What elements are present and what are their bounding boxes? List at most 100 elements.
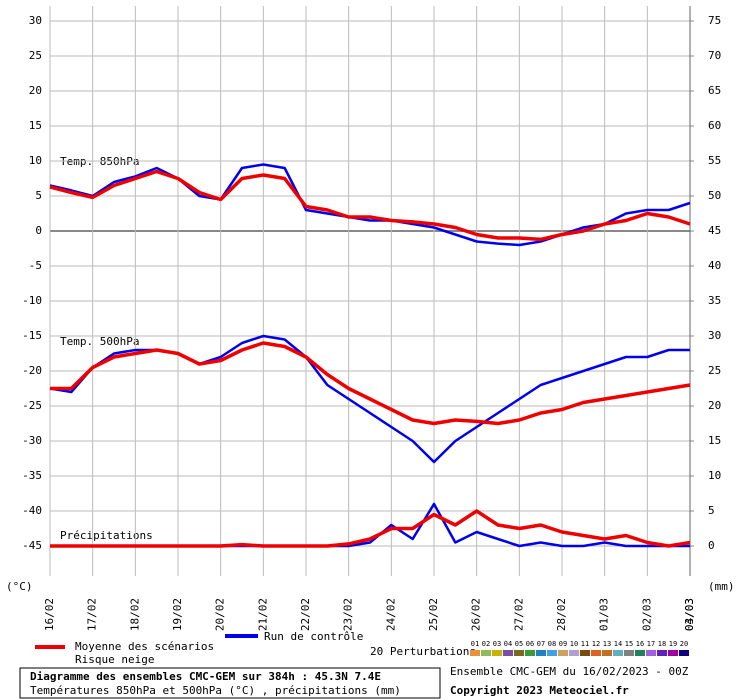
y-tick-label: -15 xyxy=(22,329,42,342)
y2-tick-label: 55 xyxy=(708,154,721,167)
y2-tick-label: 60 xyxy=(708,119,721,132)
legend-number: 15 xyxy=(625,640,633,648)
legend-number: 04 xyxy=(504,640,512,648)
x-tick-label: 17/02 xyxy=(86,598,99,631)
y2-tick-label: 75 xyxy=(708,14,721,27)
run-label: Ensemble CMC-GEM du 16/02/2023 - 00Z xyxy=(450,665,689,678)
legend-number: 10 xyxy=(570,640,578,648)
legend-swatch xyxy=(635,650,645,656)
y-tick-label: 30 xyxy=(29,14,42,27)
annotation: Précipitations xyxy=(60,529,153,542)
legend-number: 09 xyxy=(559,640,567,648)
legend-swatch xyxy=(514,650,524,656)
subtitle: Températures 850hPa et 500hPa (°C) , pré… xyxy=(30,684,401,697)
legend-number: 18 xyxy=(658,640,666,648)
y-tick-label: -5 xyxy=(29,259,42,272)
info-box xyxy=(19,667,441,699)
legend-swatch xyxy=(679,650,689,656)
legend-swatch xyxy=(470,650,480,656)
y2-tick-label: 70 xyxy=(708,49,721,62)
legend-number: 19 xyxy=(669,640,677,648)
y-tick-label: 10 xyxy=(29,154,42,167)
series-line xyxy=(49,169,691,242)
legend-number: 20 xyxy=(680,640,688,648)
series-line xyxy=(50,341,691,426)
legend-swatch xyxy=(646,650,656,656)
legend-swatch xyxy=(503,650,513,656)
legend-swatch xyxy=(536,650,546,656)
legend-number: 11 xyxy=(581,640,589,648)
y-tick-label: -25 xyxy=(22,399,42,412)
legend-number: 08 xyxy=(548,640,556,648)
y2-tick-label: 50 xyxy=(708,189,721,202)
y2-tick-label: 0 xyxy=(708,539,715,552)
legend-swatch xyxy=(624,650,634,656)
x-tick-label: 27/02 xyxy=(512,598,525,631)
x-tick-label: 21/02 xyxy=(256,598,269,631)
x-tick-label: 16/02 xyxy=(43,598,56,631)
y-tick-label: 20 xyxy=(29,84,42,97)
x-tick-label: 28/02 xyxy=(555,598,568,631)
legend-number: 13 xyxy=(603,640,611,648)
y-tick-label: -30 xyxy=(22,434,42,447)
legend-label: Run de contrôle xyxy=(264,630,363,643)
legend-number: 06 xyxy=(526,640,534,648)
x-tick-label: 03/03 xyxy=(683,598,696,631)
legend-label: Moyenne des scénarios xyxy=(75,640,214,653)
x-tick-label: 18/02 xyxy=(128,598,141,631)
y2-tick-label: 40 xyxy=(708,259,721,272)
legend-swatch xyxy=(591,650,601,656)
annotation: Temp. 500hPa xyxy=(60,335,139,348)
legend-swatch xyxy=(602,650,612,656)
legend-number: 16 xyxy=(636,640,644,648)
y2-tick-label: 65 xyxy=(708,84,721,97)
legend-swatch xyxy=(481,650,491,656)
legend-label: Risque neige xyxy=(75,653,154,666)
x-tick-label: 01/03 xyxy=(598,598,611,631)
y2-tick-label: 20 xyxy=(708,399,721,412)
legend-number: 03 xyxy=(493,640,501,648)
legend-swatch xyxy=(613,650,623,656)
series-line xyxy=(49,163,691,247)
legend-number: 05 xyxy=(515,640,523,648)
legend-swatch xyxy=(525,650,535,656)
x-tick-label: 20/02 xyxy=(214,598,227,631)
legend-number: 17 xyxy=(647,640,655,648)
legend-number: 14 xyxy=(614,640,622,648)
y2-tick-label: 30 xyxy=(708,329,721,342)
x-tick-label: 25/02 xyxy=(427,598,440,631)
x-tick-label: 26/02 xyxy=(470,598,483,631)
legend-number: 07 xyxy=(537,640,545,648)
legend-number: 02 xyxy=(482,640,490,648)
y-tick-label: -40 xyxy=(22,504,42,517)
y-tick-label: -10 xyxy=(22,294,42,307)
y2-tick-label: 5 xyxy=(708,504,715,517)
y-tick-label: 5 xyxy=(35,189,42,202)
y2-tick-label: 15 xyxy=(708,434,721,447)
y-tick-label: -45 xyxy=(22,539,42,552)
legend-number: 12 xyxy=(592,640,600,648)
legend-swatch xyxy=(569,650,579,656)
legend-swatch xyxy=(657,650,667,656)
title: Diagramme des ensembles CMC-GEM sur 384h… xyxy=(30,670,381,683)
legend-number: 01 xyxy=(471,640,479,648)
x-tick-label: 02/03 xyxy=(640,598,653,631)
y-axis-label: (°C) xyxy=(6,580,33,593)
legend-swatch xyxy=(558,650,568,656)
y-tick-label: 25 xyxy=(29,49,42,62)
y2-axis-label: (mm) xyxy=(708,580,735,593)
legend-swatch xyxy=(580,650,590,656)
y2-tick-label: 45 xyxy=(708,224,721,237)
y2-tick-label: 25 xyxy=(708,364,721,377)
y-tick-label: 0 xyxy=(35,224,42,237)
y-tick-label: 15 xyxy=(29,119,42,132)
copyright: Copyright 2023 Meteociel.fr xyxy=(450,684,629,697)
y-tick-label: -20 xyxy=(22,364,42,377)
y2-tick-label: 10 xyxy=(708,469,721,482)
x-tick-label: 24/02 xyxy=(384,598,397,631)
series-line xyxy=(50,509,691,548)
x-tick-label: 23/02 xyxy=(342,598,355,631)
legend-swatch xyxy=(547,650,557,656)
x-tick-label: 19/02 xyxy=(171,598,184,631)
